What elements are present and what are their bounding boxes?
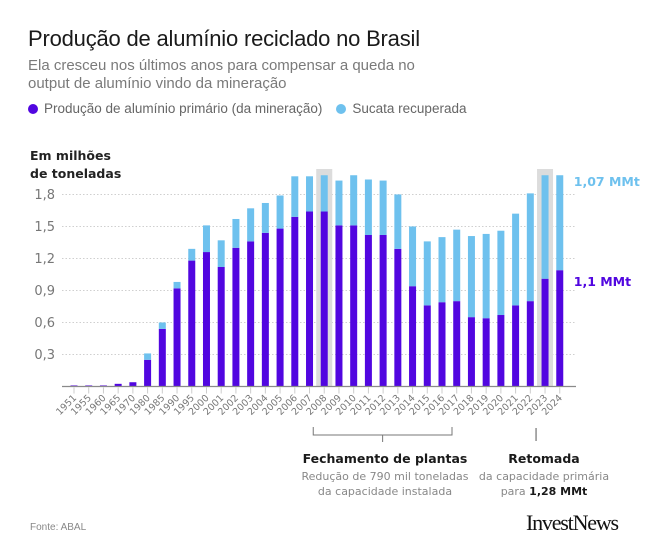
bar-primary-1990 — [173, 288, 181, 387]
bar-scrap-2014 — [409, 226, 417, 287]
bar-scrap-2018 — [467, 236, 475, 318]
bar-scrap-2013 — [394, 194, 402, 249]
bar-scrap-2005 — [276, 195, 284, 229]
legend-label-primary: Produção de alumínio primário (da minera… — [44, 101, 323, 116]
bar-primary-1985 — [158, 328, 166, 387]
bar-scrap-2022 — [526, 193, 534, 302]
end-labels: 1,07 MMt 1,1 MMt — [574, 174, 640, 289]
bar-primary-2024 — [556, 270, 564, 387]
bar-scrap-1980 — [144, 353, 152, 360]
bar-primary-1965 — [114, 383, 122, 387]
bar-primary-2012 — [379, 234, 387, 387]
y-tick-label: 0,3 — [34, 348, 55, 363]
legend: Produção de alumínio primário (da minera… — [28, 101, 480, 116]
annotation-closure-line1: Redução de 790 mil toneladas — [301, 470, 469, 483]
bar-scrap-2024 — [556, 175, 564, 271]
x-ticks: 1951195519601965197019801985199019952000… — [54, 387, 565, 418]
bar-primary-2000 — [202, 252, 210, 387]
bar-primary-2001 — [217, 266, 225, 387]
bar-primary-2017 — [453, 301, 461, 387]
bar-scrap-1990 — [173, 281, 181, 289]
bar-primary-2010 — [350, 225, 358, 387]
bar-scrap-2015 — [423, 241, 431, 306]
legend-swatch-scrap — [336, 103, 347, 114]
y-tick-label: 1,5 — [34, 220, 55, 235]
y-tick-label: 0,6 — [34, 316, 55, 331]
bar-primary-2023 — [541, 278, 549, 387]
bar-primary-2022 — [526, 301, 534, 387]
bar-primary-2013 — [394, 248, 402, 387]
bar-scrap-2003 — [247, 208, 255, 242]
bar-primary-1970 — [129, 382, 137, 387]
annotation-resumption-line2: para 1,28 MMt — [469, 484, 619, 499]
bar-scrap-2010 — [350, 175, 358, 226]
bar-scrap-2016 — [438, 237, 446, 303]
bar-scrap-2019 — [482, 233, 490, 319]
unit-line-2: de toneladas — [30, 166, 122, 181]
bar-primary-2021 — [512, 305, 520, 387]
annotation-closure-title: Fechamento de plantas — [302, 451, 468, 466]
annotation-resumption-title: Retomada — [508, 451, 580, 466]
y-tick-label: 1,2 — [34, 252, 55, 267]
bar-primary-2014 — [409, 286, 417, 387]
bar-primary-2015 — [423, 305, 431, 387]
bar-primary-2020 — [497, 315, 505, 387]
bar-primary-2008 — [320, 211, 328, 387]
annotation-closure-line2: da capacidade instalada — [317, 485, 453, 498]
bar-scrap-2009 — [335, 180, 343, 226]
legend-item-primary: Produção de alumínio primário (da minera… — [28, 101, 322, 116]
bar-primary-2003 — [247, 241, 255, 387]
annotation-resumption-line1: da capacidade primária — [478, 470, 610, 483]
annotation-resumption-text: da capacidade primária para 1,28 MMt — [469, 469, 619, 499]
y-tick-label: 0,9 — [34, 284, 55, 299]
bar-scrap-2004 — [261, 202, 269, 233]
y-tick-label: 1,8 — [34, 188, 55, 203]
bar-scrap-2017 — [453, 229, 461, 302]
bar-primary-2019 — [482, 318, 490, 387]
chart-title: Produção de alumínio reciclado no Brasil — [28, 26, 420, 51]
end-label-scrap: 1,07 MMt — [574, 174, 640, 189]
bar-scrap-2007 — [306, 176, 314, 212]
legend-label-scrap: Sucata recuperada — [352, 101, 467, 116]
bar-primary-2009 — [335, 225, 343, 387]
bar-scrap-1985 — [158, 322, 166, 329]
bar-primary-2006 — [291, 216, 299, 387]
legend-swatch-primary — [28, 103, 38, 114]
bar-primary-2011 — [364, 234, 372, 387]
annotation-resumption-value: 1,28 MMt — [529, 485, 588, 498]
bar-scrap-2020 — [497, 230, 505, 316]
brand-logo: InvestNews — [526, 510, 619, 535]
annotation-brackets — [312, 427, 537, 442]
bar-scrap-2021 — [512, 213, 520, 306]
bar-primary-2004 — [261, 232, 269, 387]
y-axis-unit-label: Em milhões de toneladas — [30, 147, 121, 183]
end-label-primary: 1,1 MMt — [574, 274, 631, 289]
bar-primary-2002 — [232, 247, 240, 387]
bar-primary-1995 — [188, 260, 196, 387]
bar-scrap-1995 — [188, 248, 196, 261]
annotation-closure-text: Redução de 790 mil toneladas da capacida… — [285, 469, 485, 499]
bar-scrap-2001 — [217, 240, 225, 267]
bar-scrap-2000 — [202, 225, 210, 253]
bar-primary-1980 — [144, 359, 152, 387]
source-note: Fonte: ABAL — [30, 522, 87, 533]
bar-scrap-2008 — [320, 175, 328, 212]
bar-primary-2016 — [438, 302, 446, 387]
legend-item-scrap: Sucata recuperada — [336, 101, 466, 116]
bars — [70, 175, 564, 387]
bar-scrap-2023 — [541, 175, 549, 279]
y-ticks: 0,3 0,6 0,9 1,2 1,5 1,8 — [34, 188, 55, 363]
bar-scrap-2011 — [364, 179, 372, 235]
bar-scrap-2012 — [379, 180, 387, 235]
bar-primary-2018 — [467, 317, 475, 387]
annotation-resumption-prefix: para — [500, 485, 530, 498]
bar-primary-2007 — [306, 211, 314, 387]
bar-primary-2005 — [276, 228, 284, 387]
unit-line-1: Em milhões — [30, 148, 111, 163]
chart-subtitle: Ela cresceu nos últimos anos para compen… — [28, 57, 415, 92]
bar-scrap-2006 — [291, 176, 299, 217]
bar-scrap-2002 — [232, 218, 240, 248]
bracket-closure — [312, 427, 453, 442]
